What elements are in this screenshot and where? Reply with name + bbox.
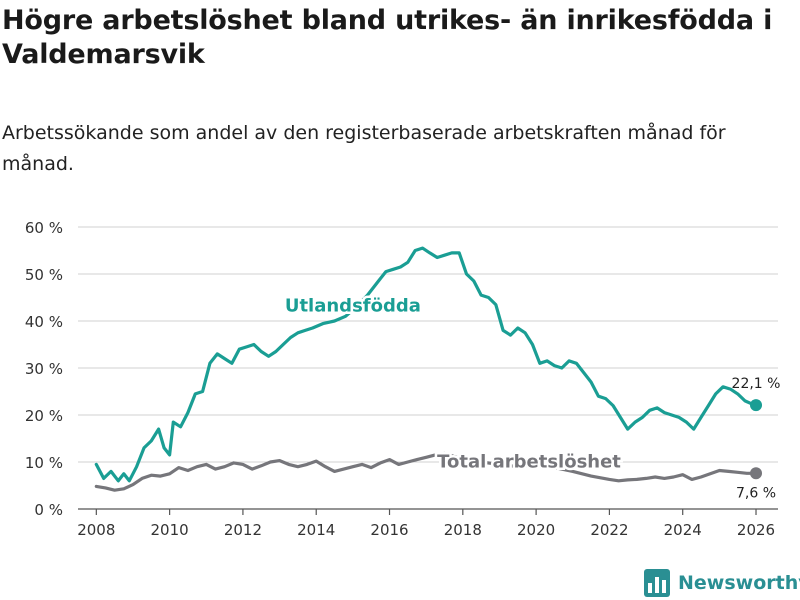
chart-subtitle: Arbetssökande som andel av den registerb… [2, 122, 726, 175]
series-line-utlandsfodda [94, 246, 758, 483]
bar-chart-logo-icon [644, 569, 670, 597]
series-line-total [94, 451, 758, 492]
end-value-label-utlandsfodda: 22,1 % [732, 376, 781, 392]
y-tick-label: 30 % [25, 360, 63, 378]
grid-lines [78, 226, 778, 510]
x-tick-label: 2022 [590, 521, 628, 539]
x-tick-label: 2024 [664, 521, 702, 539]
series-label-utlandsfodda: Utlandsfödda [285, 296, 421, 317]
end-point-utlandsfodda [750, 399, 763, 412]
y-tick-label: 50 % [25, 266, 63, 284]
x-tick-label: 2020 [517, 521, 555, 539]
newsworthy-logo[interactable]: Newsworthy [644, 568, 800, 598]
x-tick-label: 2010 [151, 521, 189, 539]
y-tick-label: 40 % [25, 313, 63, 331]
x-tick-label: 2018 [444, 521, 482, 539]
y-tick-label: 0 % [34, 501, 63, 519]
y-tick-label: 10 % [25, 454, 63, 472]
y-tick-label: 60 % [25, 219, 63, 237]
end-point-total [750, 467, 763, 480]
x-tick-label: 2008 [77, 521, 115, 539]
page-title: Högre arbetslöshet bland utrikes- än inr… [2, 5, 773, 70]
x-tick-label: 2026 [737, 521, 775, 539]
x-tick-label: 2012 [224, 521, 262, 539]
x-tick-label: 2016 [370, 521, 408, 539]
series-label-total: Total arbetslöshet [437, 452, 621, 473]
series-labels: 22,1 % 7,6 % Utlandsfödda Total arbetslöshe… [282, 293, 781, 501]
y-tick-label: 20 % [25, 407, 63, 425]
series-lines [94, 246, 763, 492]
end-value-label-total: 7,6 % [736, 485, 776, 501]
axes: 0 % 10 % 20 % 30 % 40 % 50 % 60 % 2008 2010 2012 2… [25, 219, 778, 539]
x-tick-label: 2014 [297, 521, 335, 539]
brand-name: Newsworthy [678, 572, 800, 594]
